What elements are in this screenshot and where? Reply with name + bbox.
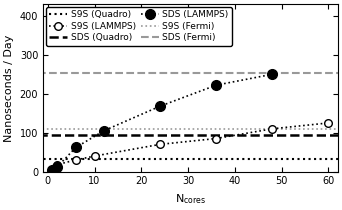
X-axis label: N$_{\mathregular{cores}}$: N$_{\mathregular{cores}}$ (175, 192, 206, 206)
Y-axis label: Nanoseconds / Day: Nanoseconds / Day (4, 34, 14, 142)
Legend: S9S (Quadro), S9S (LAMMPS), SDS (Quadro), SDS (LAMMPS), S9S (Fermi), SDS (Fermi): S9S (Quadro), S9S (LAMMPS), SDS (Quadro)… (46, 7, 232, 46)
